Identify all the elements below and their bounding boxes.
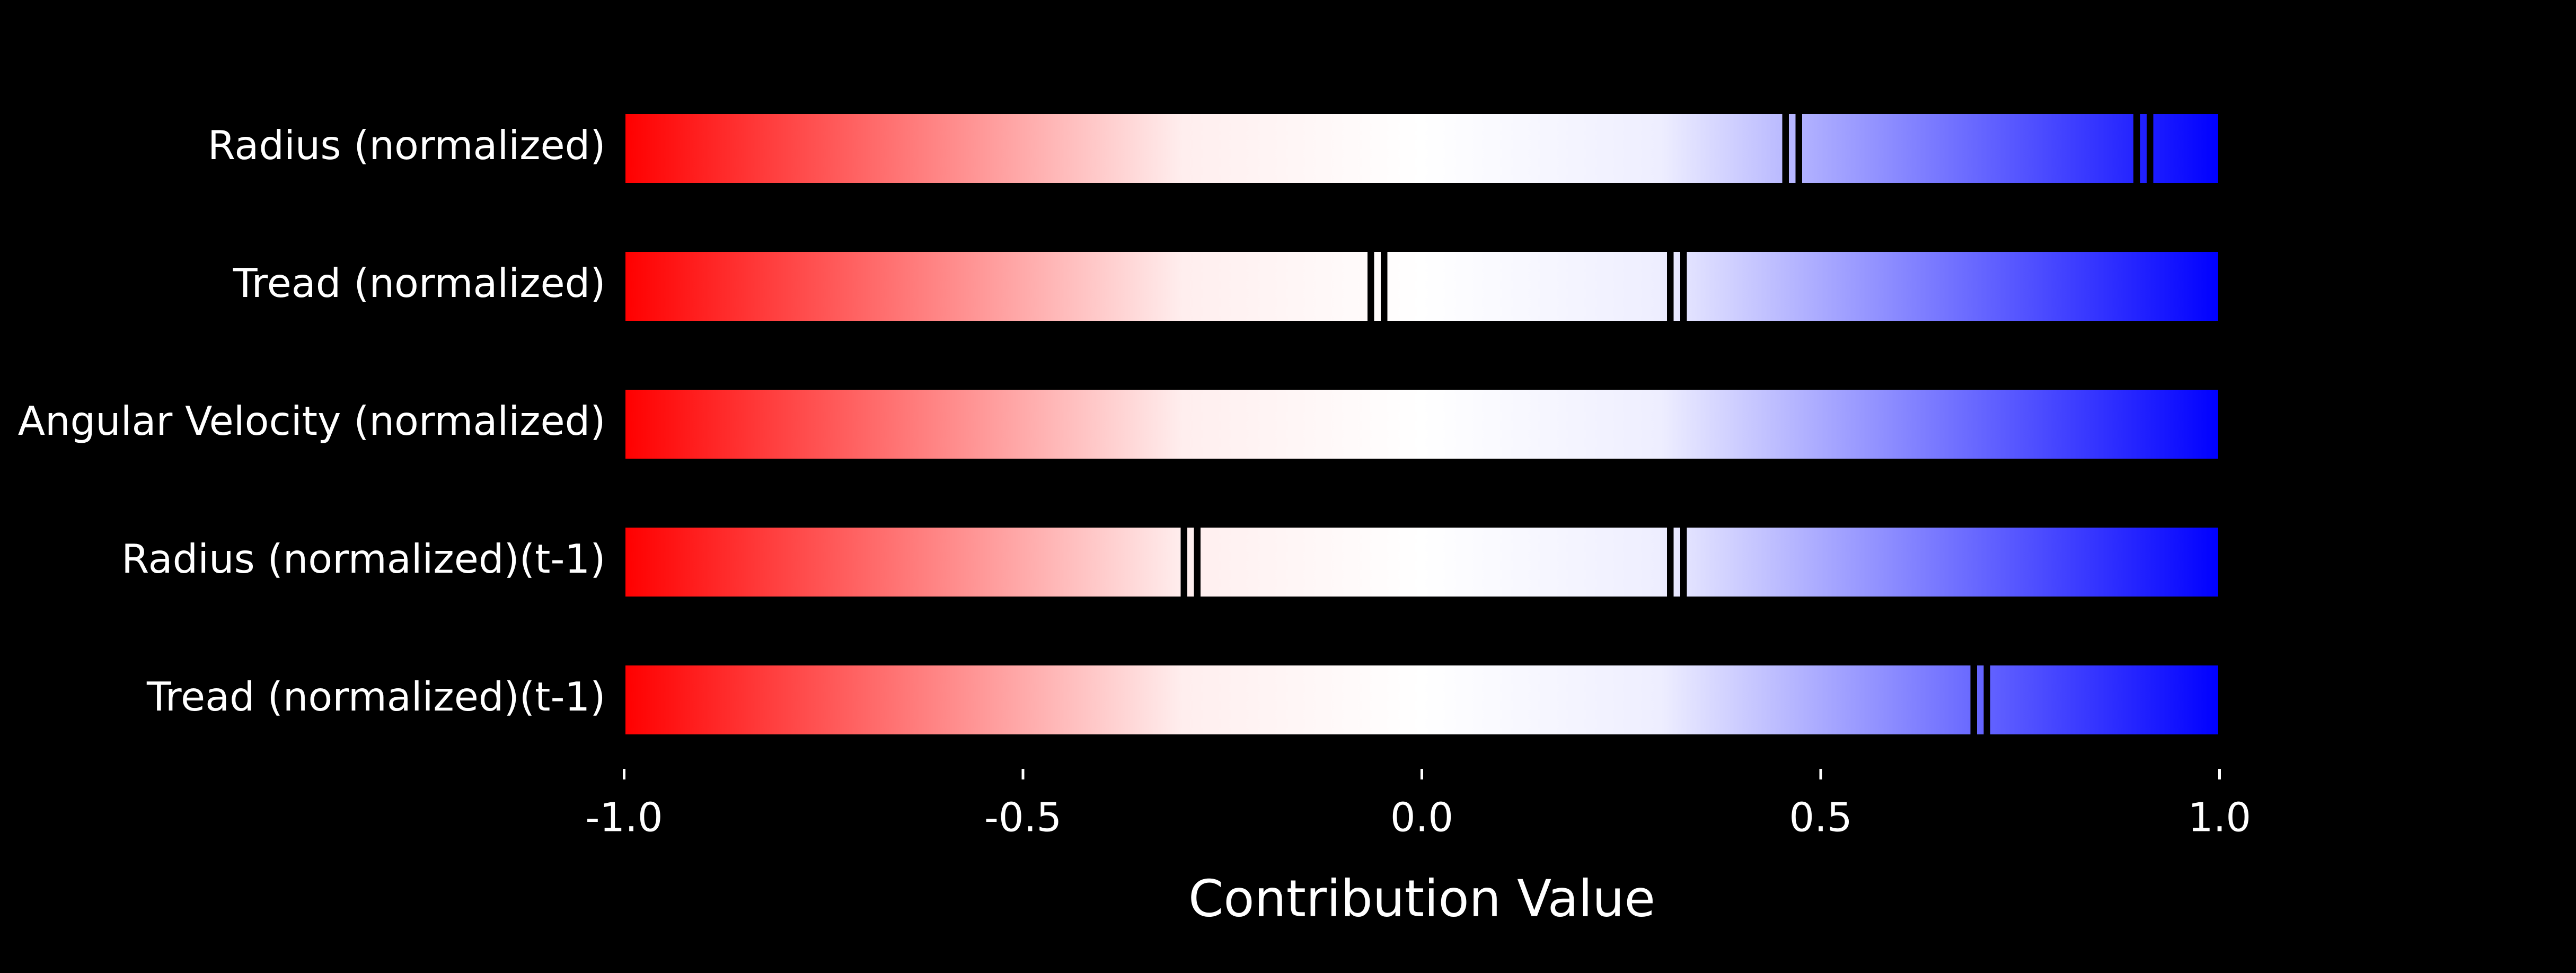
event-marker xyxy=(1983,664,1990,736)
x-tick xyxy=(1022,769,1024,779)
x-tick xyxy=(623,769,625,779)
event-marker xyxy=(1796,112,1803,185)
event-marker xyxy=(1667,250,1674,322)
event-marker xyxy=(1194,526,1201,598)
row-label: Tread (normalized) xyxy=(233,261,606,308)
chart-stage: Radius (normalized) Tread (normalized) Ang… xyxy=(0,0,2576,973)
x-tick-label: 0.5 xyxy=(1789,795,1852,842)
x-tick xyxy=(1820,769,1822,779)
event-marker xyxy=(2134,112,2141,185)
x-tick xyxy=(1421,769,1423,779)
event-marker xyxy=(1381,250,1388,322)
row-label: Angular Velocity (normalized) xyxy=(18,399,606,446)
x-tick xyxy=(2219,769,2221,779)
row-label: Radius (normalized)(t-1) xyxy=(121,537,605,584)
row-label: Radius (normalized) xyxy=(208,124,606,170)
gradient-bar xyxy=(624,388,2220,460)
plot-area xyxy=(624,80,2220,769)
x-tick-label: -1.0 xyxy=(585,795,663,842)
gradient-bar xyxy=(624,526,2220,598)
gradient-bar xyxy=(624,664,2220,736)
event-marker xyxy=(1368,250,1375,322)
event-marker xyxy=(1180,526,1187,598)
event-marker xyxy=(1680,250,1687,322)
row-label: Tread (normalized)(t-1) xyxy=(147,675,606,722)
x-axis-label: Contribution Value xyxy=(1188,870,1655,928)
x-tick-label: -0.5 xyxy=(984,795,1062,842)
gradient-bar xyxy=(624,112,2220,185)
event-marker xyxy=(1970,664,1977,736)
event-marker xyxy=(2147,112,2154,185)
event-marker xyxy=(1783,112,1790,185)
gradient-bar xyxy=(624,250,2220,322)
event-marker xyxy=(1680,526,1687,598)
x-tick-label: 1.0 xyxy=(2188,795,2251,842)
event-marker xyxy=(1667,526,1674,598)
x-tick-label: 0.0 xyxy=(1390,795,1453,842)
